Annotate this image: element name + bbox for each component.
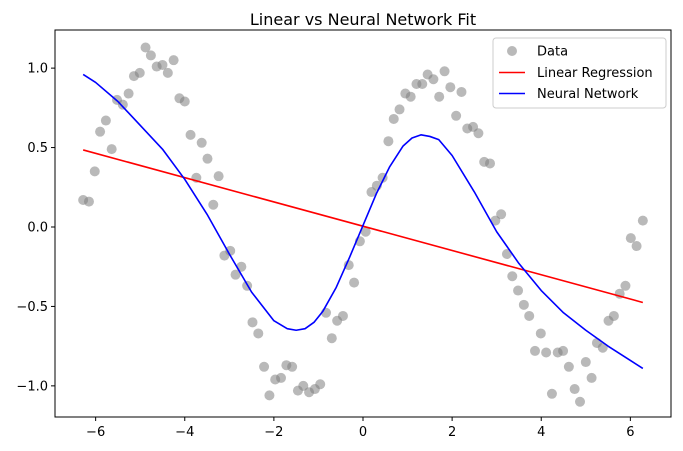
data-point — [100, 115, 111, 126]
x-tick-label: 0 — [359, 425, 367, 440]
data-point — [185, 129, 196, 140]
data-point — [140, 42, 151, 53]
y-tick-label: 0.5 — [27, 141, 48, 156]
data-point — [247, 317, 258, 328]
data-point — [253, 328, 264, 339]
data-point — [383, 136, 394, 147]
data-point — [580, 357, 591, 368]
legend-label-linear: Linear Regression — [537, 66, 653, 81]
data-point — [145, 50, 156, 61]
data-point — [524, 310, 535, 321]
x-tick-label: −2 — [264, 425, 283, 440]
data-point — [83, 196, 94, 207]
x-tick-label: 6 — [626, 425, 634, 440]
data-point — [490, 215, 501, 226]
data-point — [208, 199, 219, 210]
data-point — [394, 104, 405, 115]
data-point — [631, 241, 642, 252]
legend-box — [492, 37, 667, 109]
data-point — [501, 249, 512, 259]
x-axis: −6 −4 −2 0 2 4 6 — [86, 417, 635, 440]
legend: Data Linear Regression Neural Network — [492, 37, 667, 109]
data-point — [225, 245, 236, 256]
y-tick-label: 0.0 — [27, 220, 48, 235]
y-axis: −1.0 −0.5 0.0 0.5 1.0 — [16, 62, 55, 394]
data-point — [315, 379, 326, 390]
data-point — [287, 361, 298, 372]
data-point — [456, 86, 467, 97]
x-tick-label: 2 — [448, 425, 456, 440]
legend-label-nn: Neural Network — [537, 87, 639, 102]
data-point — [343, 260, 354, 271]
data-point — [625, 233, 636, 244]
neural-network-line — [82, 73, 644, 370]
chart-title: Linear vs Neural Network Fit — [250, 10, 476, 29]
data-point — [89, 166, 100, 177]
data-point — [473, 128, 484, 139]
data-point — [230, 269, 241, 280]
data-point — [276, 372, 287, 383]
y-tick-label: −0.5 — [16, 300, 48, 315]
data-point — [213, 171, 224, 182]
legend-data-marker — [507, 46, 517, 56]
data-point — [546, 388, 557, 399]
data-point — [117, 99, 128, 110]
data-point — [439, 66, 450, 77]
data-point — [575, 396, 586, 407]
data-point — [558, 345, 569, 356]
x-tick-label: −6 — [86, 425, 105, 440]
x-tick-label: 4 — [537, 425, 545, 440]
data-point — [349, 277, 360, 288]
data-point — [451, 110, 462, 121]
data-point — [168, 55, 179, 66]
data-point — [608, 310, 619, 321]
data-point — [337, 310, 348, 321]
x-tick-label: −4 — [175, 425, 194, 440]
data-point — [298, 380, 309, 391]
data-point — [518, 299, 529, 310]
data-point — [569, 384, 580, 395]
data-point — [95, 126, 106, 137]
data-point — [507, 271, 518, 282]
data-point — [586, 372, 597, 383]
data-point — [597, 342, 608, 353]
data-point — [236, 261, 247, 272]
data-point — [360, 226, 371, 237]
data-point — [485, 158, 495, 169]
data-point — [530, 345, 540, 356]
data-point — [445, 82, 456, 93]
legend-label-data: Data — [537, 45, 568, 60]
data-point — [123, 88, 134, 99]
data-point — [541, 347, 552, 358]
y-tick-label: −1.0 — [16, 379, 48, 394]
data-point — [405, 91, 416, 102]
data-point — [417, 79, 428, 90]
data-point — [563, 361, 574, 372]
data-point — [326, 333, 337, 344]
data-point — [162, 67, 173, 78]
data-point — [513, 285, 524, 296]
data-point — [259, 361, 270, 372]
data-point — [535, 328, 546, 339]
data-point — [196, 137, 207, 148]
data-point — [496, 209, 507, 220]
data-point — [202, 153, 213, 164]
data-point — [179, 96, 190, 107]
data-point — [157, 59, 168, 70]
data-point — [388, 113, 399, 124]
plot-area — [78, 42, 648, 407]
data-point — [264, 390, 275, 401]
data-point — [428, 74, 439, 85]
data-point — [434, 91, 445, 102]
data-point — [106, 144, 117, 155]
data-point — [134, 67, 145, 78]
y-tick-label: 1.0 — [27, 62, 48, 77]
data-point — [637, 215, 648, 226]
data-point — [620, 280, 631, 291]
